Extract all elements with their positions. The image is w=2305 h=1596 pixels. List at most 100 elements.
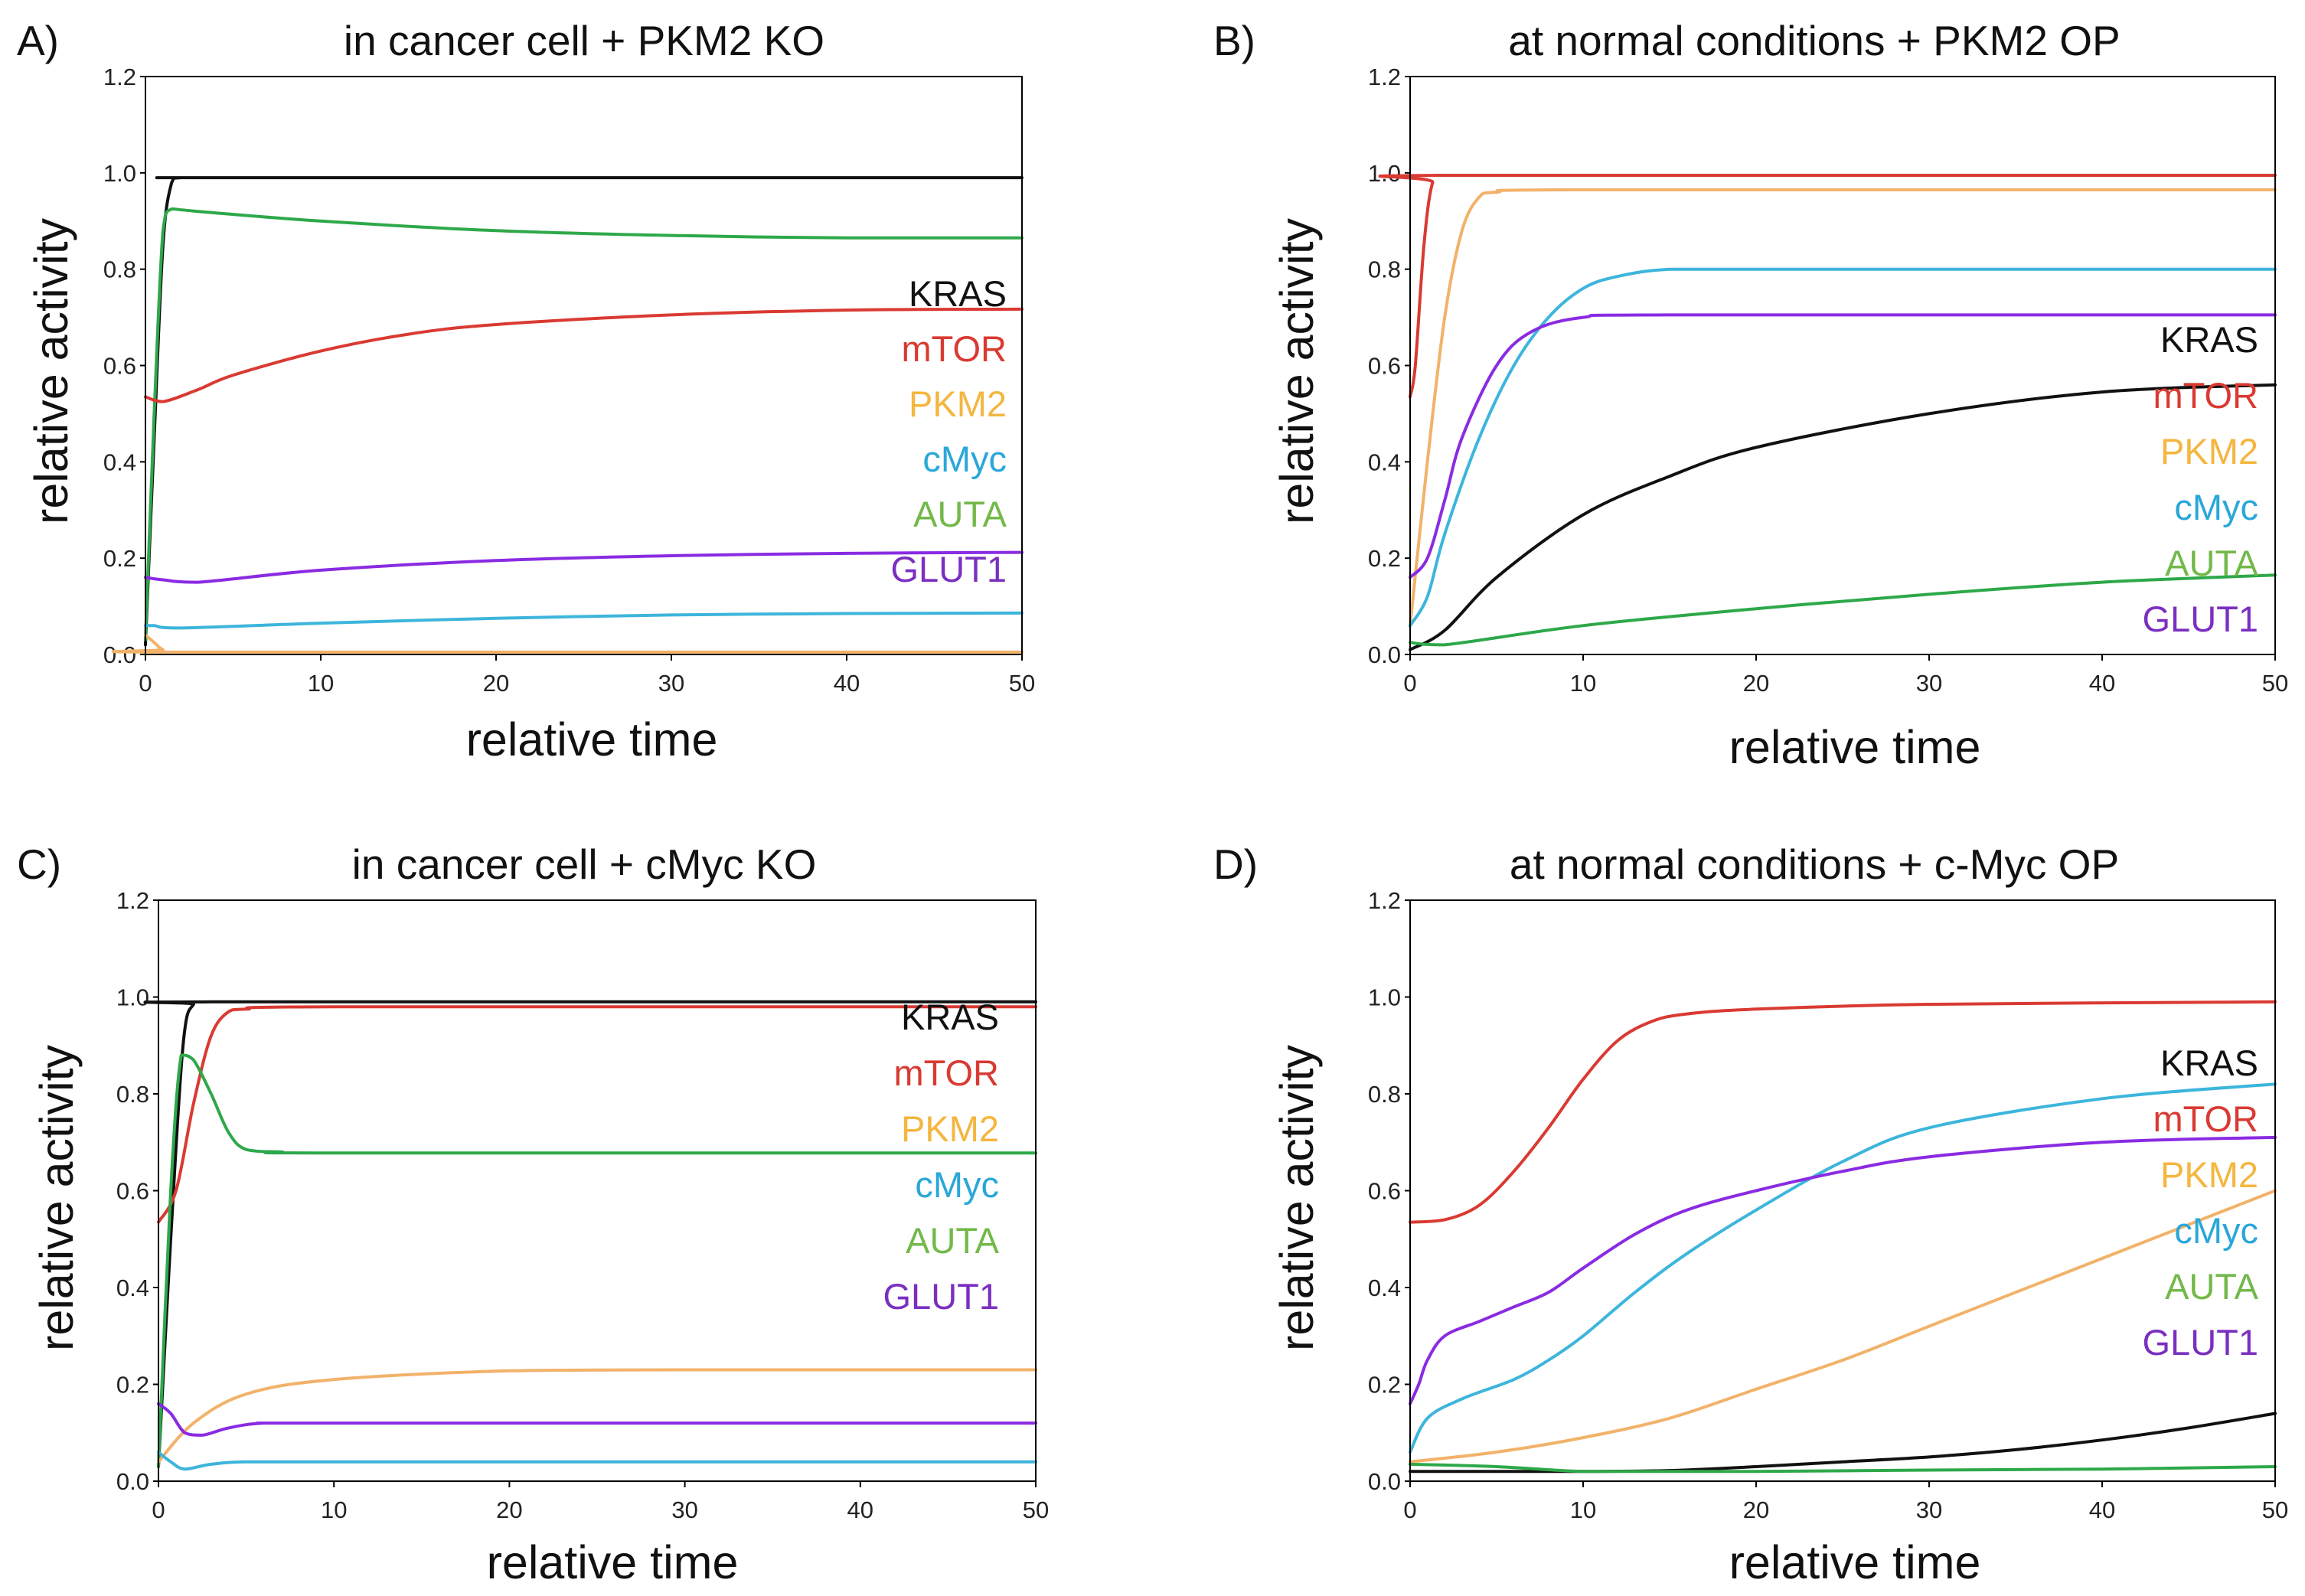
panel-b-series-pkm2-line [1409, 188, 2277, 628]
panel-b-legend-auta: AUTA [2165, 543, 2259, 583]
panel-b-legend-glut1: GLUT1 [2143, 599, 2259, 639]
panel-d-x-tick: 50 [2262, 1496, 2288, 1523]
panel-a-x-ticks: 0 10 20 30 40 50 [139, 670, 1035, 697]
panel-c-y-tick: 0.0 [116, 1468, 149, 1495]
panel-c-y-tick: 0.4 [116, 1275, 149, 1301]
panel-a-y-tick: 1.2 [103, 64, 136, 90]
panel-c-y-tick: 0.8 [116, 1081, 149, 1108]
panel-b-legend-cmyc: cMyc [2174, 487, 2258, 527]
panel-c-y-tick: 0.6 [116, 1178, 149, 1205]
panel-d-x-tick: 30 [1916, 1496, 1942, 1523]
panel-c-series-kras-line [143, 1000, 1037, 1468]
panel-c-y-axis-label: relative activity [31, 1044, 83, 1351]
panel-c-x-tick: 50 [1023, 1496, 1049, 1523]
panel-a-y-tick: 0.6 [103, 353, 136, 380]
panel-a-x-tick: 30 [658, 670, 684, 697]
panel-d-y-axis-label: relative activity [1271, 1044, 1323, 1351]
panel-b-plot-frame [1409, 76, 2276, 655]
panel-d-x-ticks: 0 10 20 30 40 50 [1403, 1496, 2288, 1523]
panel-b-y-tick: 0.8 [1368, 256, 1401, 283]
panel-a-series-mtor-line [144, 307, 1024, 403]
panel-d-lines [1409, 1000, 2277, 1474]
panel-c-legend-glut1: GLUT1 [883, 1276, 1000, 1317]
panel-c-series-glut1-line [157, 1402, 1037, 1437]
panel-d-title: at normal conditions + c-Myc OP [1510, 840, 2119, 888]
panel-d-y-tick: 0.8 [1368, 1081, 1401, 1108]
panel-c-legend-kras: KRAS [901, 997, 999, 1037]
panel-c-title: in cancer cell + cMyc KO [352, 840, 817, 888]
panel-d-legend-kras: KRAS [2160, 1043, 2258, 1083]
panel-c-legend-cmyc: cMyc [915, 1164, 999, 1205]
panel-b-x-tick: 20 [1743, 670, 1769, 697]
panel-c-x-tick: 30 [671, 1496, 697, 1523]
panel-a-series-cmyc-line [144, 611, 1024, 630]
panel-c-x-tick: 20 [496, 1496, 522, 1523]
panel-d-x-tick: 40 [2089, 1496, 2115, 1523]
panel-c-y-ticks: 0.0 0.2 0.4 0.6 0.8 1.0 1.2 [116, 887, 149, 1495]
panel-c-series-mtor-line [157, 1005, 1037, 1224]
panel-a-series-auta-line [144, 207, 1024, 642]
panel-d-tick-marks [1405, 899, 2276, 1487]
panel-a-series-pkm2-line [111, 633, 1024, 654]
panel-b-x-tick: 10 [1570, 670, 1596, 697]
panel-a-y-tick: 0.4 [103, 449, 136, 475]
panel-c-legend-mtor: mTOR [893, 1053, 999, 1093]
panel-b-lines [1378, 173, 2277, 651]
panel-c-x-ticks: 0 10 20 30 40 50 [152, 1496, 1049, 1523]
panel-c-y-tick: 1.2 [116, 887, 149, 914]
panel-d-y-tick: 0.0 [1368, 1468, 1401, 1495]
panel-d-y-tick: 1.2 [1368, 887, 1401, 914]
panel-b-legend-mtor: mTOR [2153, 375, 2258, 416]
panel-a-tick-marks [140, 76, 1023, 661]
panel-d-y-tick: 1.0 [1368, 984, 1401, 1011]
panel-d-legend-auta: AUTA [2165, 1266, 2259, 1307]
panel-a-x-tick: 40 [834, 670, 860, 697]
panel-a-legend-kras: KRAS [909, 273, 1007, 314]
panel-c-series-cmyc-line [157, 1451, 1037, 1471]
panel-c-plot-frame [158, 899, 1037, 1482]
panel-b-y-tick: 1.2 [1368, 64, 1401, 90]
panel-a-y-tick: 1.0 [103, 160, 136, 187]
panel-a-y-tick: 0.0 [103, 641, 136, 668]
panel-c-lines [143, 1000, 1037, 1471]
panel-d-series-glut1-line [1409, 1135, 2277, 1405]
panel-d-y-tick: 0.4 [1368, 1275, 1401, 1301]
panel-d-series-pkm2-line [1409, 1189, 2277, 1464]
panel-d: D) at normal conditions + c-Myc OP relat… [1213, 840, 2288, 1588]
panel-c-legend: KRAS mTOR PKM2 cMyc AUTA GLUT1 [883, 997, 1000, 1317]
panel-a-legend-auta: AUTA [913, 494, 1007, 534]
panel-b-x-tick: 40 [2089, 670, 2115, 697]
panel-b-legend: KRAS mTOR PKM2 cMyc AUTA GLUT1 [2143, 319, 2259, 639]
panel-a: A) in cancer cell + PKM2 KO relative act… [17, 17, 1035, 765]
panel-a-title: in cancer cell + PKM2 KO [344, 17, 824, 64]
panel-c-legend-pkm2: PKM2 [901, 1108, 999, 1149]
panel-c-x-tick: 40 [847, 1496, 873, 1523]
panel-b-series-kras-line [1409, 383, 2277, 651]
panel-b-x-ticks: 0 10 20 30 40 50 [1403, 670, 2288, 697]
panel-b-legend-pkm2: PKM2 [2160, 431, 2258, 472]
panel-c-x-tick: 10 [321, 1496, 347, 1523]
panel-d-legend: KRAS mTOR PKM2 cMyc AUTA GLUT1 [2143, 1043, 2259, 1363]
panel-a-x-tick: 50 [1009, 670, 1035, 697]
panel-d-x-tick: 10 [1570, 1496, 1596, 1523]
panel-c-x-axis-label: relative time [487, 1536, 739, 1588]
panel-b-y-tick: 1.0 [1368, 160, 1401, 187]
panel-c-tick-marks [153, 899, 1037, 1487]
panel-d-series-kras-line [1409, 1412, 2277, 1474]
panel-b-series-mtor-line [1378, 173, 2277, 399]
panel-d-y-ticks: 0.0 0.2 0.4 0.6 0.8 1.0 1.2 [1368, 887, 1401, 1495]
panel-a-x-axis-label: relative time [466, 713, 718, 765]
panel-d-y-tick: 0.2 [1368, 1372, 1401, 1399]
panel-d-series-mtor-line [1409, 1000, 2277, 1224]
panel-b: B) at normal conditions + PKM2 OP relati… [1213, 17, 2288, 773]
panel-d-letter: D) [1213, 840, 1258, 888]
panel-d-x-axis-label: relative time [1729, 1536, 1981, 1588]
panel-a-y-tick: 0.8 [103, 256, 136, 283]
panel-a-legend-cmyc: cMyc [922, 439, 1007, 479]
panel-a-x-tick: 10 [308, 670, 334, 697]
panel-c-series-auta-line [157, 1053, 1037, 1468]
panel-c: C) in cancer cell + cMyc KO relative act… [17, 840, 1049, 1588]
panel-a-legend-pkm2: PKM2 [909, 383, 1007, 424]
panel-b-x-tick: 30 [1916, 670, 1942, 697]
